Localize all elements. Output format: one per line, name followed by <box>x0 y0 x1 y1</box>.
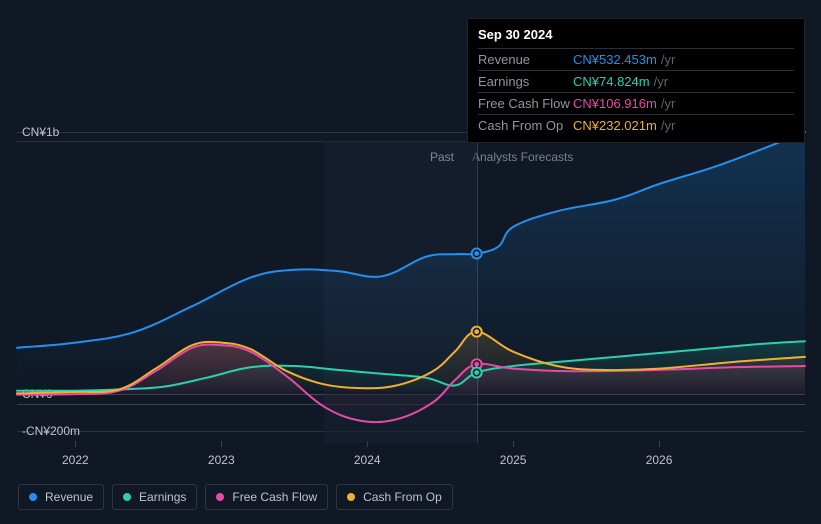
tooltip-metric-value: CN¥106.916m <box>573 96 657 111</box>
x-axis-label: 2025 <box>500 453 527 467</box>
tooltip-row: RevenueCN¥532.453m/yr <box>478 48 794 70</box>
x-axis-line <box>17 404 805 405</box>
legend-dot <box>216 493 224 501</box>
forecast-label: Analysts Forecasts <box>472 150 573 164</box>
tooltip-date: Sep 30 2024 <box>478 27 794 42</box>
y-axis-label: CN¥1b <box>22 125 59 139</box>
legend-label: Cash From Op <box>363 490 442 504</box>
tooltip-metric-label: Free Cash Flow <box>478 96 573 111</box>
legend-label: Earnings <box>139 490 186 504</box>
y-gridline <box>17 431 805 432</box>
x-tick <box>659 441 660 447</box>
tooltip-row: Free Cash FlowCN¥106.916m/yr <box>478 92 794 114</box>
x-axis-label: 2022 <box>62 453 89 467</box>
tooltip-row: EarningsCN¥74.824m/yr <box>478 70 794 92</box>
tooltip-metric-label: Earnings <box>478 74 573 89</box>
legend-label: Revenue <box>45 490 93 504</box>
financial-chart: CN¥1b CN¥0 -CN¥200m 2022 2023 2024 2025 2026 Pa… <box>0 0 821 524</box>
y-axis-label: CN¥0 <box>22 387 53 401</box>
y-axis-label: -CN¥200m <box>22 424 80 438</box>
legend-label: Free Cash Flow <box>232 490 317 504</box>
data-tooltip: Sep 30 2024 RevenueCN¥532.453m/yrEarning… <box>467 18 805 143</box>
tooltip-row: Cash From OpCN¥232.021m/yr <box>478 114 794 136</box>
legend-item-revenue[interactable]: Revenue <box>18 484 104 510</box>
legend-dot <box>29 493 37 501</box>
tooltip-metric-label: Revenue <box>478 52 573 67</box>
x-tick <box>513 441 514 447</box>
tooltip-metric-unit: /yr <box>661 118 675 133</box>
x-axis-label: 2024 <box>354 453 381 467</box>
legend-item-earnings[interactable]: Earnings <box>112 484 197 510</box>
x-tick <box>75 441 76 447</box>
legend-item-free-cash-flow[interactable]: Free Cash Flow <box>205 484 328 510</box>
tooltip-metric-unit: /yr <box>661 52 675 67</box>
past-label: Past <box>430 150 454 164</box>
chart-legend: Revenue Earnings Free Cash Flow Cash From O… <box>18 484 453 510</box>
legend-dot <box>123 493 131 501</box>
y-gridline <box>17 394 805 395</box>
legend-item-cash-from-op[interactable]: Cash From Op <box>336 484 453 510</box>
tooltip-metric-value: CN¥232.021m <box>573 118 657 133</box>
tooltip-metric-label: Cash From Op <box>478 118 573 133</box>
x-axis-label: 2023 <box>208 453 235 467</box>
x-axis-label: 2026 <box>646 453 673 467</box>
tooltip-metric-value: CN¥532.453m <box>573 52 657 67</box>
x-tick <box>221 441 222 447</box>
legend-dot <box>347 493 355 501</box>
x-tick <box>367 441 368 447</box>
tooltip-metric-value: CN¥74.824m <box>573 74 650 89</box>
tooltip-metric-unit: /yr <box>654 74 668 89</box>
past-forecast-divider <box>477 141 478 443</box>
tooltip-metric-unit: /yr <box>661 96 675 111</box>
